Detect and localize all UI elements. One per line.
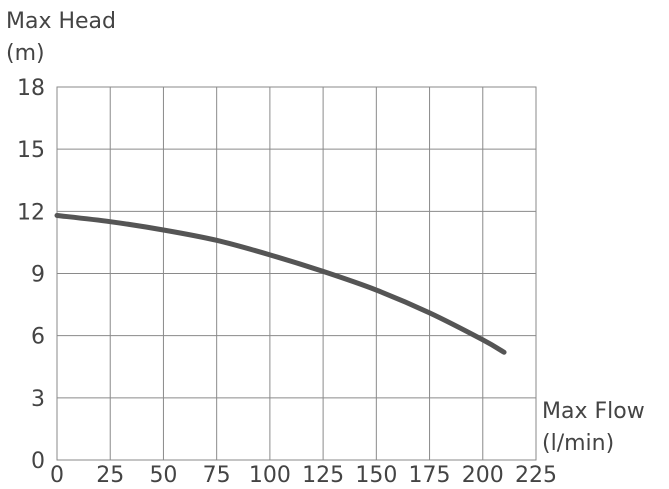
x-tick-label: 175 — [409, 463, 451, 488]
plot-frame — [56, 86, 537, 461]
x-axis-title-line1: Max Flow — [542, 399, 645, 424]
y-tick-label: 15 — [17, 138, 45, 163]
y-tick-label: 18 — [17, 76, 45, 101]
y-axis-title-line2: (m) — [6, 41, 45, 66]
y-tick-label: 9 — [31, 263, 45, 288]
series-layer — [54, 212, 507, 355]
x-tick-label: 200 — [462, 463, 504, 488]
x-tick-label: 125 — [302, 463, 344, 488]
y-tick-label: 3 — [31, 387, 45, 412]
head-flow-curve — [54, 212, 507, 355]
y-tick-label: 12 — [17, 200, 45, 225]
x-tick-label: 100 — [249, 463, 291, 488]
y-tick-labels: 0 3 6 9 12 15 18 — [17, 76, 45, 474]
y-tick-label: 0 — [31, 449, 45, 474]
x-tick-label: 25 — [96, 463, 124, 488]
x-tick-label: 0 — [50, 463, 64, 488]
x-tick-label: 225 — [515, 463, 557, 488]
x-tick-label: 50 — [149, 463, 177, 488]
x-tick-label: 150 — [355, 463, 397, 488]
y-tick-label: 6 — [31, 325, 45, 350]
x-axis-title-line2: (l/min) — [542, 431, 614, 456]
y-axis-title-line1: Max Head — [6, 9, 116, 34]
grid-layer — [56, 86, 537, 461]
x-tick-label: 75 — [203, 463, 231, 488]
x-tick-labels: 0 25 50 75 100 125 150 175 200 225 — [50, 463, 557, 488]
